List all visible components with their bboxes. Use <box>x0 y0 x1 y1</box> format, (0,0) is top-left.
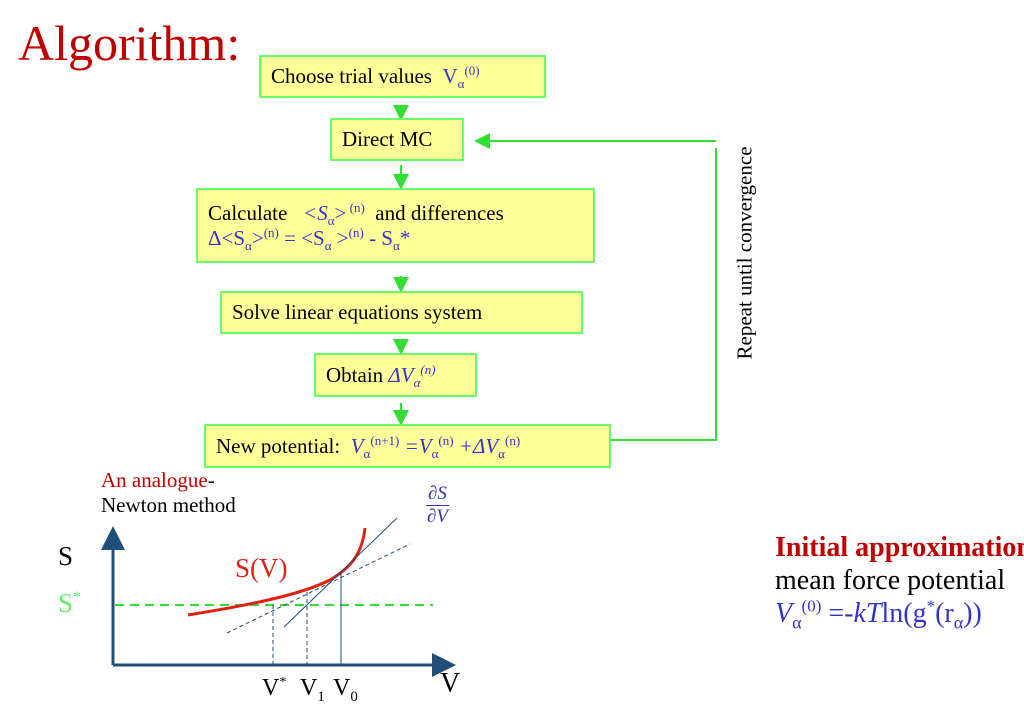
step1-text: Choose trial values <box>271 64 432 88</box>
analogue-line2: Newton method <box>101 493 236 517</box>
step6-math: Vα(n+1) =Vα(n) +ΔVα(n) <box>350 432 521 461</box>
loop-label: Repeat until convergence <box>732 146 757 360</box>
step-calculate: Calculate <Sα> (n) and differences Δ<Sα>… <box>196 188 595 263</box>
step5-text: Obtain <box>326 362 384 387</box>
step-choose-trial: Choose trial values Vα(0) <box>259 55 546 98</box>
step4-text: Solve linear equations system <box>232 300 483 324</box>
analogue-line1: An analogue- <box>101 468 215 492</box>
newton-graph <box>101 517 456 677</box>
step5-math: ΔVα(n) <box>388 361 436 390</box>
step-direct-mc: Direct MC <box>330 118 464 161</box>
tick-v0: V0 <box>333 675 358 705</box>
step1-math: Vα(0) <box>442 63 480 92</box>
step6-text: New potential: <box>216 433 341 458</box>
tangent-v0 <box>283 517 398 628</box>
tangent-v1 <box>226 543 411 634</box>
derivative-label: ∂S ∂V <box>426 483 449 527</box>
y-axis-label: S <box>58 541 74 571</box>
s-star-label: S* <box>58 588 82 618</box>
initial-heading: Initial approximation: <box>775 532 1024 563</box>
step-obtain-delta: Obtain ΔVα(n) <box>314 353 477 397</box>
tick-v1: V1 <box>300 675 325 705</box>
initial-line2: mean force potential <box>775 565 1006 596</box>
step-solve-linear: Solve linear equations system <box>220 291 583 334</box>
step3-line1: Calculate <Sα> (n) and differences <box>208 199 504 228</box>
step2-text: Direct MC <box>342 127 433 151</box>
page-title: Algorithm: <box>18 15 241 71</box>
initial-formula: Vα(0) =-kTln(g*(rα)) <box>775 596 982 633</box>
x-axis-label: V <box>440 668 461 699</box>
step3-line2: Δ<Sα>(n) = <Sα >(n) - Sα* <box>208 224 411 253</box>
step-new-potential: New potential: Vα(n+1) =Vα(n) +ΔVα(n) <box>204 424 611 468</box>
tick-v-star: V* <box>262 675 287 701</box>
s-curve <box>187 527 367 617</box>
curve-label: S(V) <box>235 553 288 583</box>
loop-back-arrow <box>610 148 717 441</box>
